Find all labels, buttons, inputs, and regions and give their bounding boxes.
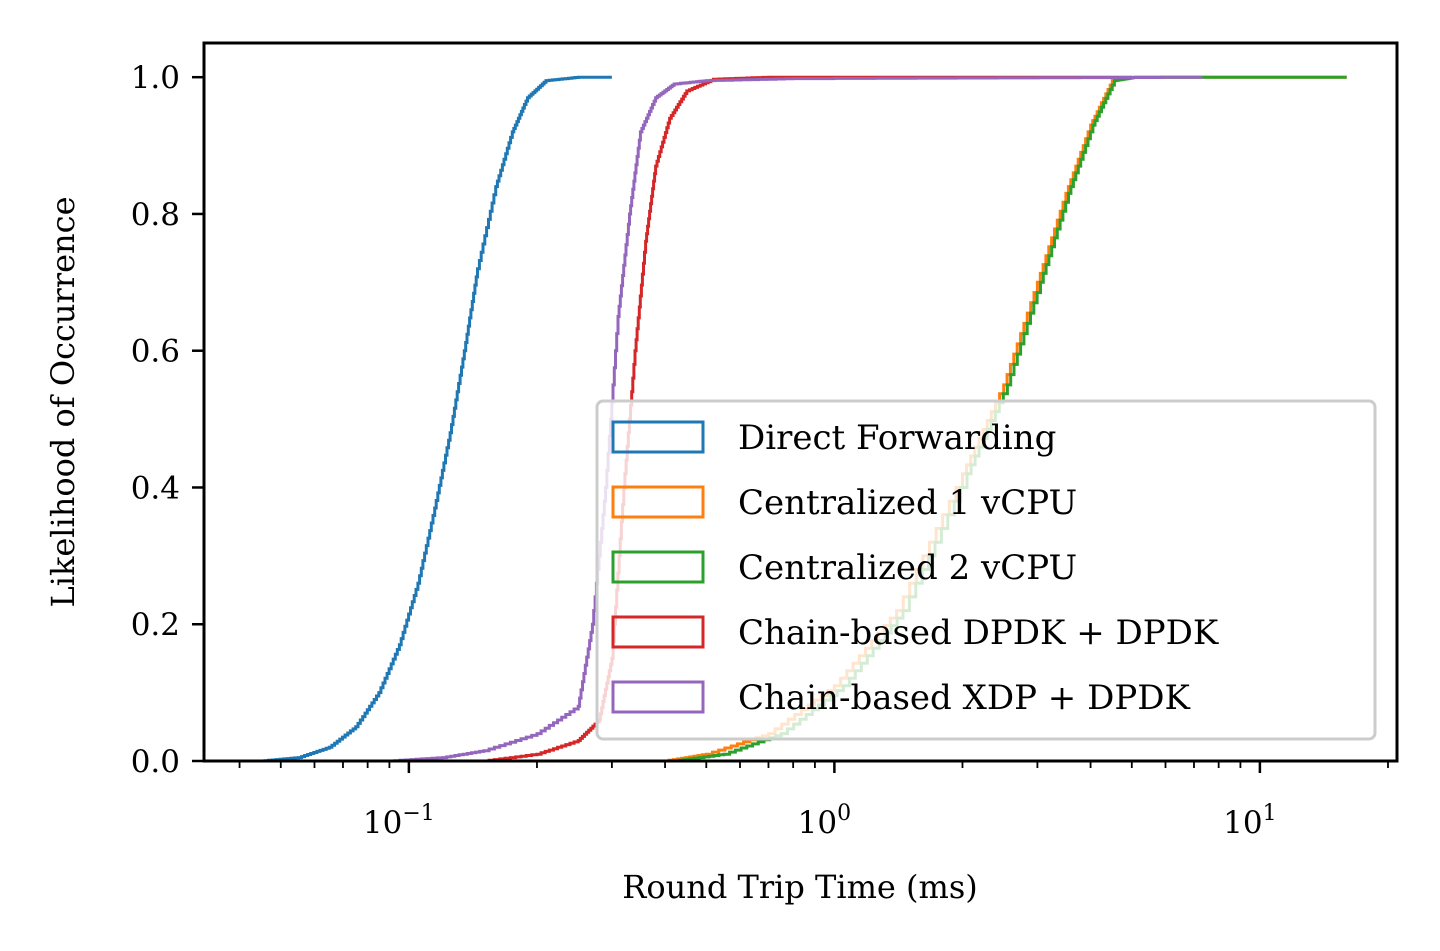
x-tick-label: 10−1 xyxy=(363,801,435,841)
y-axis-label: Likelihood of Occurrence xyxy=(44,196,82,607)
x-tick-base: 10 xyxy=(363,805,402,841)
legend: Direct Forwarding Centralized 1 vCPU Centr… xyxy=(595,399,1377,741)
legend-label: Direct Forwarding xyxy=(738,418,1056,458)
y-tick-label: 0.8 xyxy=(131,197,180,233)
x-tick-label: 100 xyxy=(798,801,851,841)
y-tick-label: 0.2 xyxy=(131,607,180,643)
plot-frame xyxy=(202,41,1399,763)
x-tick-exponent: 0 xyxy=(837,801,851,826)
legend-label: Centralized 1 vCPU xyxy=(738,483,1077,523)
legend-swatch xyxy=(611,615,705,649)
legend-box xyxy=(595,399,1377,741)
x-axis-label: Round Trip Time (ms) xyxy=(622,868,978,906)
legend-swatch xyxy=(611,420,705,454)
y-axis: 0.0 0.2 0.4 0.6 0.8 1.0 xyxy=(131,60,204,780)
legend-label: Centralized 2 vCPU xyxy=(738,548,1077,588)
y-tick-label: 1.0 xyxy=(131,60,180,96)
series-line-1 xyxy=(261,75,612,763)
legend-label: Chain-based DPDK + DPDK xyxy=(738,613,1219,653)
x-tick-base: 10 xyxy=(1223,805,1262,841)
legend-swatch xyxy=(611,550,705,584)
x-axis: 10−1 100 101 xyxy=(238,761,1389,841)
legend-swatch xyxy=(611,680,705,714)
y-tick-label: 0.0 xyxy=(131,744,180,780)
x-tick-base: 10 xyxy=(798,805,837,841)
series-line-4 xyxy=(483,75,1132,763)
x-tick-label: 101 xyxy=(1223,801,1276,841)
y-tick-label: 0.4 xyxy=(131,470,180,506)
legend-label: Chain-based XDP + DPDK xyxy=(738,678,1190,718)
legend-swatch xyxy=(611,485,705,519)
series-line-5 xyxy=(389,75,1204,763)
y-tick-label: 0.6 xyxy=(131,334,180,370)
x-tick-exponent: −1 xyxy=(402,801,434,826)
x-tick-exponent: 1 xyxy=(1263,801,1277,826)
